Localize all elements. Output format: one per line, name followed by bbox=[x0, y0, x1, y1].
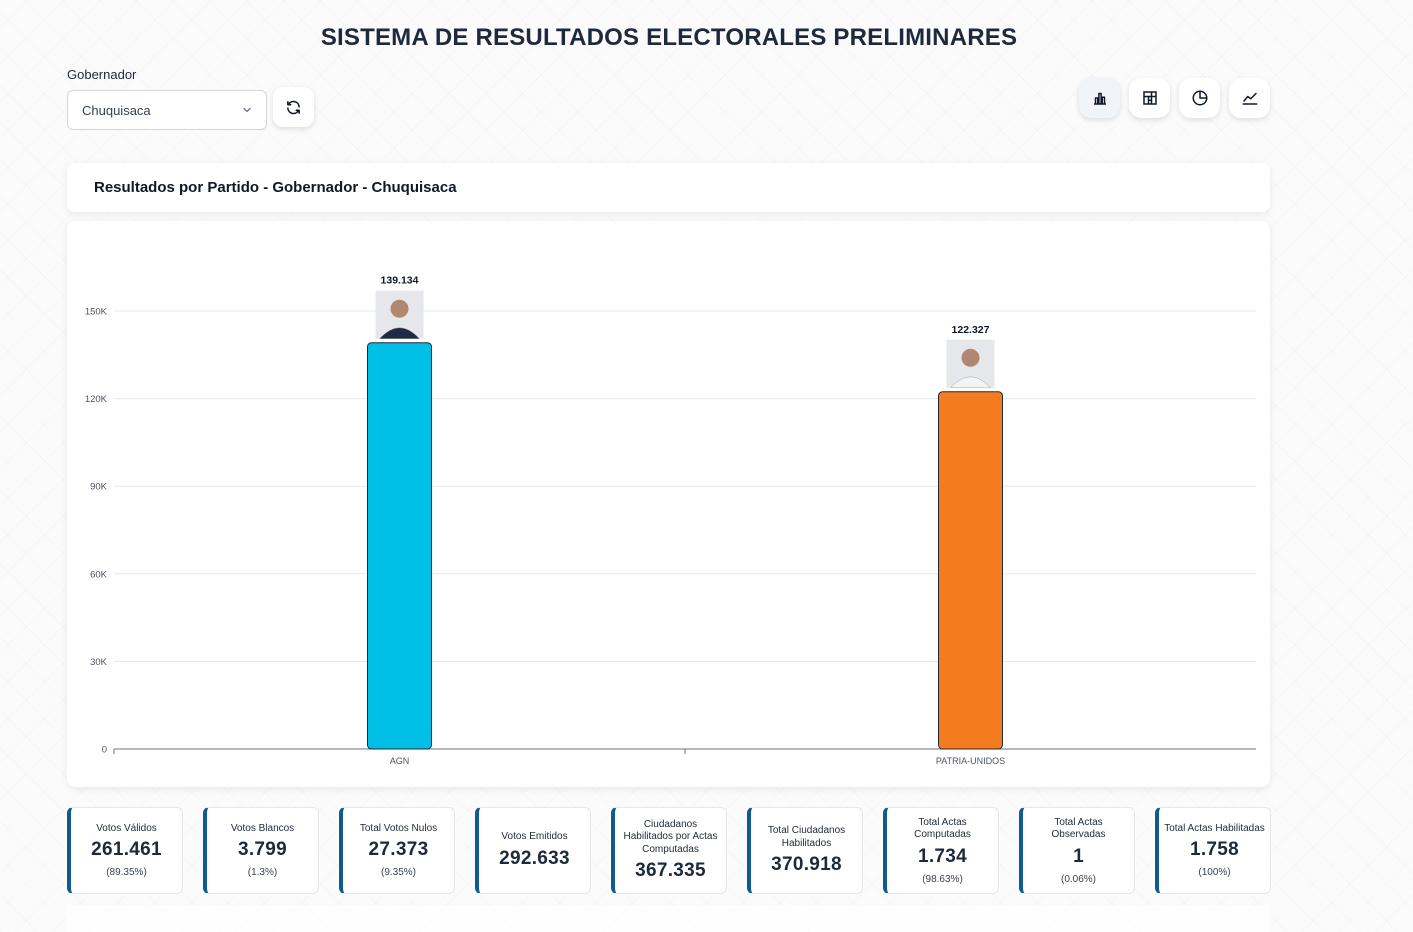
stats-row: Votos Válidos 261.461 (89.35%) Votos Blanco… bbox=[67, 807, 1271, 895]
stat-card: Total Votos Nulos 27.373 (9.35%) bbox=[339, 807, 455, 894]
bottom-strip bbox=[67, 905, 1270, 932]
stat-label: Total Actas Observadas bbox=[1051, 816, 1106, 841]
chart-card: 0 30K 60K 90K 120K 150K 139.134 AGN 122.327 PATRI… bbox=[67, 221, 1270, 787]
stat-label: Votos Blancos bbox=[230, 822, 295, 834]
stat-percentage: (1.3%) bbox=[247, 867, 278, 879]
chart-title: Resultados por Partido - Gobernador - Ch… bbox=[94, 179, 457, 196]
bar-agn bbox=[367, 342, 432, 750]
pie-chart-view-button[interactable] bbox=[1179, 78, 1220, 118]
stat-value: 292.633 bbox=[499, 847, 570, 869]
stat-percentage: (89.35%) bbox=[106, 867, 147, 879]
stat-percentage: (9.35%) bbox=[380, 867, 416, 879]
x-tick-label: AGN bbox=[390, 756, 410, 766]
stat-card: Votos Emitidos 292.633 bbox=[475, 807, 591, 894]
candidate-photo-body bbox=[378, 327, 421, 339]
stat-value: 261.461 bbox=[91, 839, 162, 861]
y-tick-label: 90K bbox=[90, 482, 108, 493]
refresh-icon bbox=[287, 100, 300, 114]
y-tick-label: 30K bbox=[90, 657, 108, 668]
bar-chart-icon bbox=[1093, 92, 1106, 105]
stat-label: Total Actas Computadas bbox=[914, 816, 971, 841]
y-tick-label: 150K bbox=[85, 307, 108, 318]
filter-label: Gobernador bbox=[67, 67, 137, 82]
candidate-photo-head bbox=[390, 299, 409, 318]
y-tick-label: 60K bbox=[90, 569, 108, 580]
stat-card: Votos Blancos 3.799 (1.3%) bbox=[203, 807, 319, 894]
pie-chart-icon bbox=[1192, 90, 1207, 106]
department-select[interactable]: Chuquisaca bbox=[67, 90, 267, 130]
y-tick-label: 0 bbox=[102, 745, 107, 756]
candidate-photo-head bbox=[961, 348, 980, 367]
line-chart-view-button[interactable] bbox=[1229, 78, 1270, 118]
stat-card: Total Actas Computadas 1.734 (98.63%) bbox=[883, 807, 999, 894]
department-select-value: Chuquisaca bbox=[82, 102, 151, 118]
bar-chart: 0 30K 60K 90K 120K 150K 139.134 AGN 122.327 PATRI… bbox=[85, 275, 1256, 766]
stat-card: Ciudadanos Habilitados por Actas Computa… bbox=[611, 807, 727, 894]
stat-value: 27.373 bbox=[368, 839, 429, 861]
stat-card: Total Actas Observadas 1 (0.06%) bbox=[1019, 807, 1135, 894]
candidate-photo-body bbox=[949, 376, 992, 389]
stat-value: 367.335 bbox=[635, 860, 706, 882]
stat-label: Total Ciudadanos Habilitados bbox=[767, 825, 846, 849]
stat-value: 1 bbox=[1073, 845, 1084, 867]
bar-patria-unidos bbox=[938, 391, 1003, 750]
stat-card: Votos Válidos 261.461 (89.35%) bbox=[67, 807, 183, 894]
stat-value: 1.758 bbox=[1189, 839, 1240, 861]
stat-value: 370.918 bbox=[771, 854, 842, 875]
chart-header: Resultados por Partido - Gobernador - Ch… bbox=[67, 163, 1270, 212]
stat-percentage: (0.06%) bbox=[1060, 873, 1096, 885]
x-tick-label: PATRIA-UNIDOS bbox=[936, 756, 1005, 766]
stat-card: Total Actas Habilitadas 1.758 (100%) bbox=[1155, 807, 1271, 894]
stat-value: 1.734 bbox=[917, 845, 968, 867]
treemap-view-button[interactable] bbox=[1129, 78, 1170, 118]
stat-label: Votos Válidos bbox=[96, 822, 157, 834]
stat-label: Total Actas Habilitadas bbox=[1164, 822, 1265, 834]
bar-value-label: 122.327 bbox=[952, 324, 990, 336]
stat-label: Ciudadanos Habilitados por Actas Computa… bbox=[623, 818, 718, 855]
stat-percentage: (100%) bbox=[1198, 867, 1231, 879]
line-chart-icon bbox=[1242, 92, 1257, 105]
stat-value: 3.799 bbox=[237, 839, 288, 861]
refresh-button[interactable] bbox=[273, 87, 314, 127]
chevron-down-icon bbox=[243, 107, 251, 113]
stat-label: Total Votos Nulos bbox=[359, 822, 438, 834]
stat-label: Votos Emitidos bbox=[501, 831, 568, 843]
bar-chart-view-button[interactable] bbox=[1079, 78, 1120, 118]
stat-card: Total Ciudadanos Habilitados 370.918 bbox=[747, 807, 863, 894]
page-title: SISTEMA DE RESULTADOS ELECTORALES PRELIM… bbox=[320, 24, 1018, 51]
treemap-icon bbox=[1142, 91, 1157, 105]
stat-percentage: (98.63%) bbox=[922, 873, 963, 885]
y-tick-label: 120K bbox=[85, 394, 108, 405]
bar-value-label: 139.134 bbox=[381, 275, 419, 287]
